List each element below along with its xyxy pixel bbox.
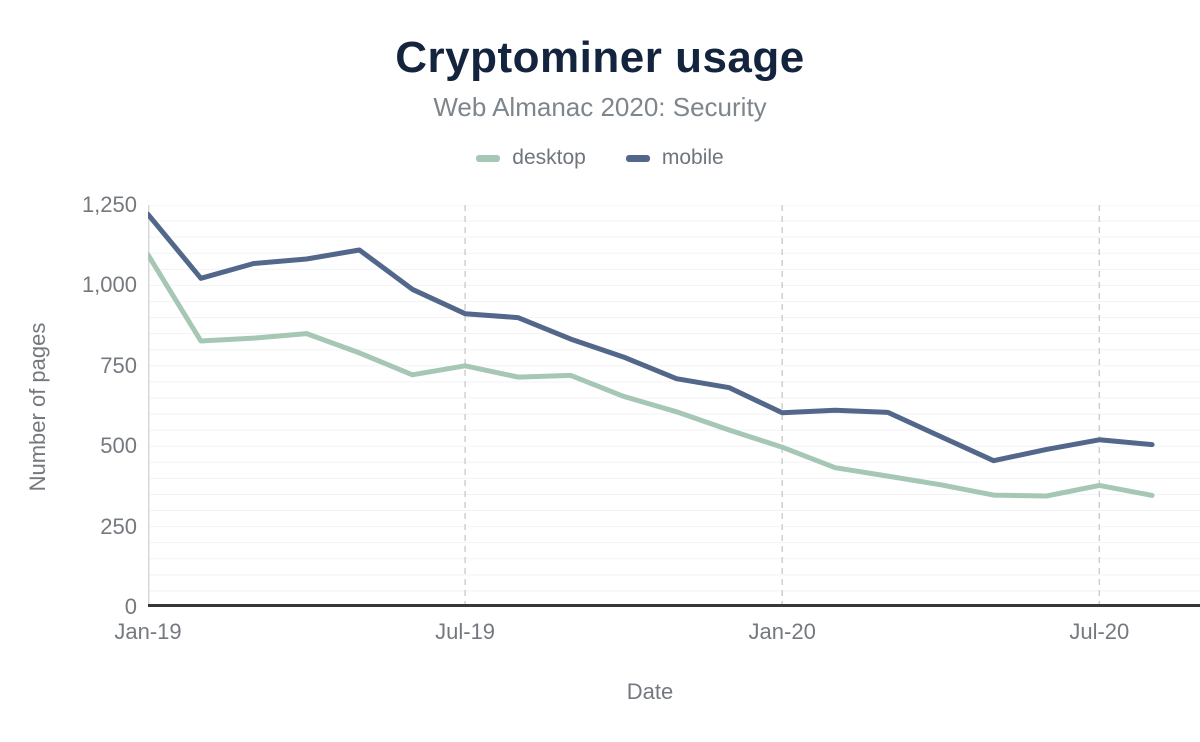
y-tick-label: 0 <box>124 594 137 619</box>
legend-swatch-desktop-icon <box>476 154 501 162</box>
x-tick-label: Jul-20 <box>1069 619 1130 644</box>
legend-label-mobile: mobile <box>661 146 724 169</box>
y-axis-title: Number of pages <box>25 322 50 492</box>
x-tick-label: Jan-20 <box>748 619 816 644</box>
legend-item-mobile: mobile <box>625 146 724 170</box>
legend: desktop mobile <box>0 146 1200 170</box>
y-tick-label: 250 <box>100 513 137 539</box>
x-tick-label: Jan-19 <box>114 619 182 644</box>
y-tick-label: 750 <box>100 352 137 378</box>
line-chart-svg <box>148 205 1200 607</box>
x-axis-title: Date <box>626 679 674 704</box>
y-tick-label: 1,000 <box>81 272 137 298</box>
y-tick-label: 1,250 <box>81 192 137 217</box>
legend-swatch-mobile-icon <box>625 154 650 162</box>
chart-subtitle: Web Almanac 2020: Security <box>433 92 767 122</box>
y-tick-label: 500 <box>100 433 137 459</box>
x-tick-label: Jul-19 <box>435 619 496 644</box>
legend-label-desktop: desktop <box>512 146 586 169</box>
desktop-series-line <box>148 252 1155 499</box>
mobile-series-line <box>148 211 1155 464</box>
legend-item-desktop: desktop <box>476 146 586 170</box>
chart-title: Cryptominer usage <box>395 33 805 82</box>
